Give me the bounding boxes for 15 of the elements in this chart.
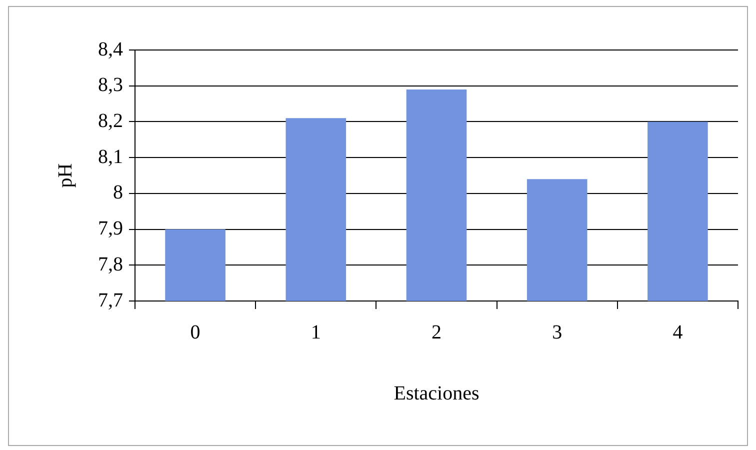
x-tick-label: 3 [552, 321, 562, 344]
x-tick-label: 4 [672, 321, 683, 344]
y-axis-title: pH [54, 163, 76, 188]
y-tick-label: 8,1 [98, 146, 123, 168]
y-tick-label: 7,7 [98, 289, 123, 312]
y-tick-label: 8,3 [98, 74, 123, 96]
y-tick-label: 7,9 [98, 218, 123, 240]
y-tick-label: 8,4 [98, 38, 123, 60]
x-tick-label: 2 [432, 321, 442, 344]
y-tick-label: 8 [113, 182, 123, 204]
y-tick-label: 7,8 [98, 253, 123, 276]
x-tick-label: 0 [190, 321, 200, 344]
x-axis-title: Estaciones [394, 382, 480, 404]
y-tick-label: 8,2 [98, 110, 123, 132]
x-tick-label: 1 [310, 321, 321, 344]
